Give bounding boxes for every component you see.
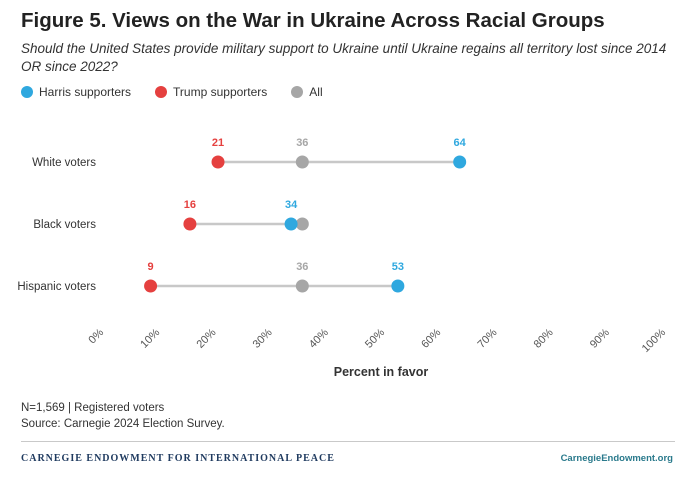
dot-harris-supporters-white-voters [453,155,467,169]
dot-all-hispanic-voters [295,279,309,293]
x-tick-label: 40% [307,326,331,350]
legend-dot-all [291,86,304,98]
data-label-harris-supporters-hispanic-voters: 53 [392,261,404,273]
x-tick-label: 50% [363,326,387,350]
x-tick-label: 30% [251,326,275,350]
data-label-all-hispanic-voters: 36 [296,261,308,273]
legend-label-all: All [309,85,323,99]
legend-item-all: All [291,85,323,99]
category-label-white-voters: White voters [32,157,96,169]
x-tick-label: 10% [138,326,162,350]
x-tick-label: 60% [419,326,443,350]
category-label-hispanic-voters: Hispanic voters [17,281,96,293]
dot-trump-supporters-black-voters [183,217,197,231]
legend-label-harris: Harris supporters [39,85,132,99]
data-label-trump-supporters-white-voters: 21 [212,137,224,149]
dot-all-white-voters [295,155,309,169]
brand-name: CARNEGIE ENDOWMENT FOR INTERNATIONAL PEA… [21,453,335,464]
dot-harris-supporters-black-voters [284,217,298,231]
sample-note: N=1,569 | Registered voters [21,402,165,414]
dot-trump-supporters-white-voters [211,155,225,169]
x-axis-title: Percent in favor [334,365,429,379]
brand-url: CarnegieEndowment.org [560,453,673,464]
legend-dot-harris [21,86,33,98]
chart-note: N=1,569 | Registered voters Source: Carn… [21,401,225,432]
data-label-trump-supporters-black-voters: 16 [184,199,196,211]
x-tick-label: 80% [532,326,556,350]
x-tick-label: 70% [475,326,499,350]
data-label-all-white-voters: 36 [296,137,308,149]
dot-trump-supporters-hispanic-voters [144,279,158,293]
legend-item-trump: Trump supporters [155,85,267,99]
category-label-black-voters: Black voters [33,219,96,231]
footer-divider [21,441,675,442]
x-tick-label: 90% [588,326,612,350]
data-label-trump-supporters-hispanic-voters: 9 [148,261,154,273]
x-tick-label: 0% [86,326,106,346]
legend-dot-trump [155,86,168,98]
legend-label-trump: Trump supporters [173,85,268,99]
source-note: Source: Carnegie 2024 Election Survey. [21,417,225,430]
legend: Harris supporters Trump supporters All [21,85,347,99]
data-label-harris-supporters-white-voters: 64 [454,137,467,149]
dot-all-black-voters [295,217,309,231]
legend-item-harris: Harris supporters [21,85,131,99]
dot-harris-supporters-hispanic-voters [391,279,405,293]
x-tick-label: 100% [640,326,669,355]
data-label-harris-supporters-black-voters: 34 [285,199,298,211]
x-tick-label: 20% [194,326,218,350]
chart-subtitle: Should the United States provide militar… [21,41,667,74]
chart-title: Figure 5. Views on the War in Ukraine Ac… [21,9,605,32]
dot-range-chart: 0% 10% 20% 30% 40% 50% 60% 70% 80% 90% 100% Percent… [17,137,669,379]
